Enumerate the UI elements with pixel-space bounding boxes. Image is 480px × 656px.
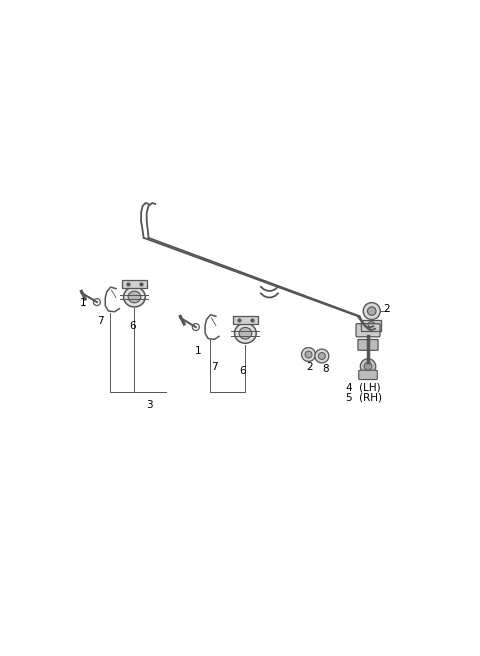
Bar — [233, 316, 258, 324]
Text: 1: 1 — [194, 346, 201, 356]
Text: 6: 6 — [129, 321, 136, 331]
FancyBboxPatch shape — [356, 323, 380, 337]
Text: 2: 2 — [384, 304, 390, 314]
Text: 1: 1 — [80, 298, 86, 308]
Text: 7: 7 — [97, 316, 104, 326]
Circle shape — [318, 352, 325, 359]
Ellipse shape — [235, 323, 256, 343]
Text: 3: 3 — [146, 400, 153, 409]
Text: 2: 2 — [306, 361, 312, 372]
Circle shape — [315, 349, 329, 363]
Polygon shape — [360, 320, 381, 331]
FancyBboxPatch shape — [359, 370, 377, 380]
Text: 7: 7 — [211, 361, 218, 372]
Circle shape — [363, 302, 380, 319]
Circle shape — [301, 348, 315, 361]
Circle shape — [305, 351, 312, 358]
Text: 6: 6 — [239, 365, 246, 376]
Bar — [122, 280, 147, 288]
Text: 5  (RH): 5 (RH) — [347, 393, 383, 403]
Circle shape — [368, 307, 376, 316]
Ellipse shape — [128, 291, 141, 302]
Circle shape — [364, 363, 372, 370]
FancyBboxPatch shape — [358, 340, 378, 350]
Text: 8: 8 — [323, 363, 329, 374]
Circle shape — [360, 359, 376, 374]
Ellipse shape — [123, 287, 145, 307]
Ellipse shape — [239, 327, 252, 339]
Text: 4  (LH): 4 (LH) — [347, 383, 381, 393]
Circle shape — [368, 321, 375, 329]
